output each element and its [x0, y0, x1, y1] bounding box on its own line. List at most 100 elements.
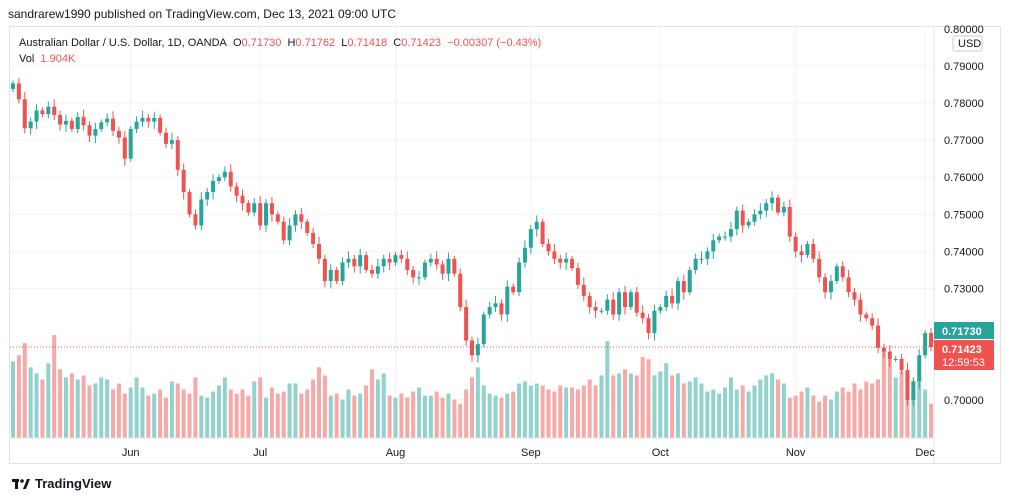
volume-bar [34, 373, 39, 438]
candle-body [152, 117, 157, 122]
volume-bar [287, 383, 292, 438]
candle-body [99, 122, 104, 130]
candle-body [852, 292, 857, 300]
volume-bar [564, 387, 569, 438]
candle-body [781, 206, 786, 213]
tradingview-logo-icon[interactable] [12, 478, 30, 490]
volume-bar [58, 369, 63, 438]
change-value: −0.00307 (−0.43%) [447, 37, 542, 49]
volume-value: 1.904K [40, 53, 76, 65]
volume-bar [193, 377, 198, 438]
candle-body [723, 236, 728, 238]
volume-bar [275, 393, 280, 438]
price-tick: 0.70000 [944, 395, 984, 407]
volume-bar [522, 381, 527, 438]
volume-bar [93, 383, 98, 438]
candle-body [481, 314, 486, 345]
volume-bar [740, 385, 745, 438]
candle-body [317, 243, 321, 259]
candle-body [858, 299, 863, 315]
symbol-name[interactable]: Australian Dollar / U.S. Dollar, 1D, OAN… [19, 37, 227, 49]
volume-bar [16, 355, 21, 438]
volume-bar [929, 403, 933, 438]
candle-body [58, 114, 63, 125]
volume-bars [11, 335, 933, 438]
candle-body [699, 258, 704, 260]
volume-bar [781, 383, 786, 438]
volume-bar [328, 395, 333, 438]
candle-body [811, 243, 816, 259]
candle-body [281, 221, 286, 241]
volume-bar [434, 391, 439, 438]
volume-bar [234, 393, 239, 438]
volume-bar [228, 389, 233, 438]
legend: Australian Dollar / U.S. Dollar, 1D, OAN… [19, 35, 541, 67]
volume-bar [711, 389, 716, 438]
candles [11, 78, 933, 407]
volume-bar [493, 395, 498, 438]
candle-body [899, 358, 904, 371]
volume-bar [646, 359, 651, 438]
volume-label[interactable]: Vol [19, 53, 35, 65]
candle-body [464, 307, 469, 341]
volume-bar [717, 393, 722, 438]
volume-bar [681, 383, 686, 438]
candle-body [375, 266, 380, 274]
volume-bar [705, 391, 710, 438]
candle-body [581, 284, 586, 296]
candle-body [275, 214, 280, 222]
price-tick-top: 0.80000 [944, 24, 984, 36]
volume-bar [899, 371, 904, 438]
last-price-badge [934, 340, 994, 370]
volume-bar [752, 385, 757, 438]
open-value: 0.71730 [241, 37, 282, 49]
candle-body [881, 347, 886, 352]
tradingview-brand[interactable]: TradingView [35, 476, 112, 491]
time-axis: Jun Jul Aug Sep Oct Nov Dec [122, 447, 936, 459]
volume-bar [699, 383, 704, 438]
time-tick: Nov [786, 447, 806, 459]
candle-body [222, 171, 227, 178]
candle-body [758, 210, 763, 215]
volume-bar [169, 381, 174, 438]
candle-body [564, 258, 569, 263]
volume-bar [887, 359, 892, 438]
time-tick: Jun [122, 447, 140, 459]
volume-bar [670, 375, 675, 438]
currency-label: USD [958, 38, 981, 50]
candle-body [587, 295, 592, 308]
candle-body [475, 344, 480, 356]
price-tick: 0.76000 [944, 172, 984, 184]
countdown-label: 12:59:53 [942, 357, 985, 369]
volume-bar [105, 379, 110, 438]
volume-bar [528, 385, 533, 438]
candle-body [628, 292, 633, 308]
volume-bar [116, 383, 121, 438]
candle-body [46, 106, 51, 115]
candle-body [311, 232, 316, 244]
candle-body [452, 258, 457, 274]
volume-bar [575, 389, 580, 438]
volume-bar [881, 351, 886, 438]
volume-bar [146, 395, 151, 438]
candle-body [258, 203, 263, 226]
candle-body [381, 258, 386, 267]
candle-body [111, 118, 116, 131]
volume-bar [617, 373, 622, 438]
volume-bar [599, 375, 604, 438]
volume-bar [793, 395, 798, 438]
candle-body [646, 318, 651, 334]
volume-bar [558, 385, 563, 438]
candle-body [175, 140, 180, 170]
chart-frame [9, 26, 1001, 464]
candle-body [181, 169, 186, 193]
candle-body [493, 303, 498, 308]
candle-body [105, 118, 110, 123]
candle-body [434, 258, 439, 265]
volume-bar [269, 387, 274, 438]
volume-bar [764, 375, 769, 438]
volume-bar [787, 397, 792, 438]
volume-bar [664, 363, 669, 438]
candle-body [328, 269, 333, 282]
